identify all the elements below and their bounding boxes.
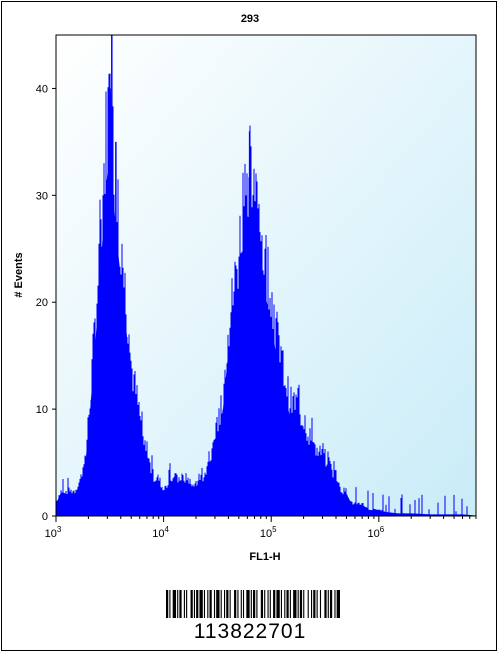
y-tick-label: 30 [36, 190, 48, 202]
barcode-bar [229, 590, 231, 618]
barcode-bar [286, 590, 289, 618]
y-axis-title: # Events [13, 252, 25, 297]
barcode-bar [179, 590, 182, 618]
barcode-bar [316, 590, 318, 618]
barcode-bar [220, 590, 222, 618]
barcode-bar [276, 590, 280, 618]
barcode-bar [193, 590, 195, 618]
barcode-bar [267, 590, 269, 618]
barcode-bar [196, 590, 199, 618]
barcode-bar [329, 590, 333, 618]
x-axis-title: FL1-H [249, 551, 280, 563]
barcode-bar [234, 590, 237, 618]
barcode-bar [273, 590, 276, 618]
tick-layer: 0 10 20 30 40 103 104 105 106 [36, 83, 477, 540]
barcode-bar [199, 590, 203, 618]
barcode-bar [334, 590, 336, 618]
x-tick-label: 104 [152, 525, 169, 540]
barcode-bar [299, 590, 303, 618]
barcode-bar [264, 590, 266, 618]
barcode-bar [303, 590, 305, 618]
barcode-bar [289, 590, 291, 618]
x-tick-label: 105 [260, 525, 277, 540]
barcode-bar [256, 590, 258, 618]
barcode-bar [319, 590, 322, 618]
barcode-bar [237, 590, 239, 618]
barcode-bar [269, 590, 271, 618]
barcode-bar [169, 590, 171, 618]
y-tick-label: 40 [36, 83, 48, 95]
barcode-bar [224, 590, 226, 618]
barcode-bar [311, 590, 313, 618]
x-tick-label: 106 [367, 525, 384, 540]
barcode-bar [260, 590, 264, 618]
barcode-number: 113822701 [193, 620, 307, 643]
barcode-bar [336, 590, 340, 618]
barcode-bar [242, 590, 245, 618]
series-layer [55, 35, 477, 517]
y-tick-label: 20 [36, 297, 48, 309]
barcode-bar [226, 590, 229, 618]
y-tick-label: 0 [42, 511, 48, 523]
barcode [166, 590, 340, 618]
series-spikes-0 [56, 73, 470, 516]
barcode-bar [324, 590, 327, 618]
barcode-bar [280, 590, 282, 618]
barcode-bar [246, 590, 250, 618]
x-tick-label: 103 [45, 525, 62, 540]
y-tick-label: 10 [36, 404, 48, 416]
barcode-bar [172, 590, 177, 618]
barcode-bar [250, 590, 252, 618]
chart-title: 293 [241, 13, 259, 25]
barcode-bar [253, 590, 256, 618]
barcode-bar [209, 590, 212, 618]
barcode-bar [186, 590, 188, 618]
barcode-bar [327, 590, 329, 618]
barcode-bar [240, 590, 242, 618]
barcode-bar [177, 590, 179, 618]
barcode-bar [183, 590, 185, 618]
barcode-bar [307, 590, 309, 618]
barcode-bar [293, 590, 297, 618]
barcode-bar [207, 590, 209, 618]
barcode-bar [297, 590, 299, 618]
barcode-bar [166, 590, 169, 618]
barcode-bar [284, 590, 286, 618]
barcode-bar [216, 590, 220, 618]
barcode-bar [190, 590, 193, 618]
barcode-bar [213, 590, 216, 618]
barcode-bar [203, 590, 206, 618]
barcode-bar [313, 590, 316, 618]
